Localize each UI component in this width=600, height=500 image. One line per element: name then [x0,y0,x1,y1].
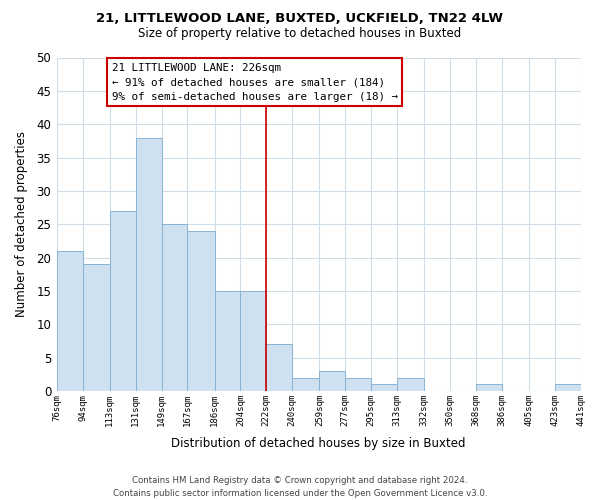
Bar [83,264,110,391]
Text: Contains HM Land Registry data © Crown copyright and database right 2024.
Contai: Contains HM Land Registry data © Crown c… [113,476,487,498]
Bar [57,251,83,391]
Bar [345,378,371,391]
Bar [110,211,136,391]
Bar [371,384,397,391]
Bar [187,231,215,391]
Text: Size of property relative to detached houses in Buxted: Size of property relative to detached ho… [139,28,461,40]
Bar [215,291,241,391]
Bar [476,384,502,391]
Bar [241,291,266,391]
Bar [136,138,161,391]
Bar [161,224,187,391]
X-axis label: Distribution of detached houses by size in Buxted: Distribution of detached houses by size … [172,437,466,450]
Bar [554,384,581,391]
Y-axis label: Number of detached properties: Number of detached properties [15,131,28,317]
Bar [266,344,292,391]
Bar [397,378,424,391]
Text: 21, LITTLEWOOD LANE, BUXTED, UCKFIELD, TN22 4LW: 21, LITTLEWOOD LANE, BUXTED, UCKFIELD, T… [97,12,503,26]
Bar [292,378,319,391]
Text: 21 LITTLEWOOD LANE: 226sqm
← 91% of detached houses are smaller (184)
9% of semi: 21 LITTLEWOOD LANE: 226sqm ← 91% of deta… [112,62,398,102]
Bar [319,371,345,391]
